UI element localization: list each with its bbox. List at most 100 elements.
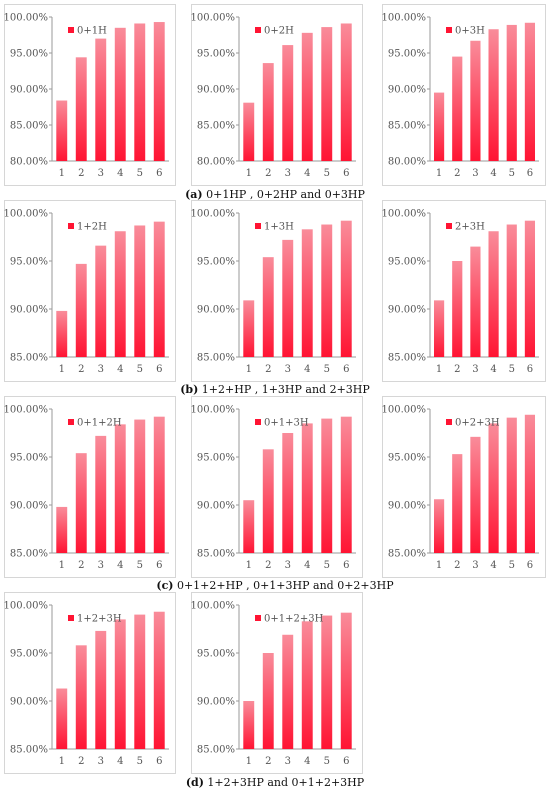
legend-label: 1+2H — [77, 222, 107, 233]
bar-chart: 100.00% 95.00% 90.00% 85.00% 1 2 3 4 5 6 0+1+3H — [191, 405, 356, 571]
x-tick-label: 1 — [59, 168, 65, 179]
x-tick-label: 1 — [246, 168, 252, 179]
y-tick-label: 95.00% — [197, 649, 235, 660]
x-tick-label: 5 — [324, 168, 330, 179]
x-tick-label: 3 — [98, 364, 104, 375]
x-tick-label: 3 — [472, 364, 478, 375]
y-tick-label: 90.00% — [197, 501, 235, 512]
x-tick-label: 2 — [454, 560, 460, 571]
x-tick-label: 5 — [137, 560, 143, 571]
y-tick-label: 90.00% — [10, 697, 48, 708]
bar — [153, 221, 165, 357]
legend-swatch — [255, 615, 261, 621]
y-tick-label: 95.00% — [10, 453, 48, 464]
y-tick-label: 95.00% — [388, 453, 426, 464]
legend-label: 1+3H — [264, 222, 294, 233]
x-tick-label: 3 — [472, 168, 478, 179]
x-tick-label: 4 — [304, 168, 310, 179]
x-tick-label: 4 — [304, 560, 310, 571]
legend-label: 0+1+2H — [77, 418, 122, 429]
caption-text: 1+2+HP , 1+3HP and 2+3HP — [198, 383, 370, 396]
bar — [95, 38, 107, 161]
caption-letter: (c) — [156, 579, 174, 592]
y-tick-label: 95.00% — [10, 649, 48, 660]
legend-swatch — [68, 615, 74, 621]
x-tick-label: 5 — [509, 560, 515, 571]
bar — [321, 224, 333, 357]
x-tick-label: 2 — [454, 168, 460, 179]
bar — [433, 499, 445, 553]
bar — [75, 453, 87, 553]
bar — [301, 32, 313, 162]
caption-text: 0+1HP , 0+2HP and 0+3HP — [202, 188, 365, 201]
bar — [56, 506, 68, 553]
x-tick-label: 4 — [117, 364, 123, 375]
bar — [243, 102, 255, 161]
bar — [340, 416, 352, 553]
legend-label: 0+1+3H — [264, 418, 309, 429]
bar — [262, 449, 274, 553]
bar — [321, 418, 333, 553]
x-tick-label: 4 — [117, 560, 123, 571]
y-tick-label: 95.00% — [197, 257, 235, 268]
y-tick-label: 100.00% — [4, 209, 49, 220]
chart-panel: 100.00% 95.00% 90.00% 85.00% 80.00% 1 2 3 4 5 6 0+2… — [191, 4, 363, 186]
x-tick-label: 2 — [78, 364, 84, 375]
x-tick-label: 6 — [527, 168, 533, 179]
chart-panel: 100.00% 95.00% 90.00% 85.00% 1 2 3 4 5 6 2+3H — [382, 200, 546, 382]
x-tick-label: 2 — [78, 756, 84, 767]
bar — [452, 56, 463, 161]
chart-panel: 100.00% 95.00% 90.00% 85.00% 1 2 3 4 5 6 1+2H — [4, 200, 176, 382]
bar — [340, 220, 352, 357]
y-tick-label: 85.00% — [10, 353, 48, 364]
chart-panel: 100.00% 95.00% 90.00% 85.00% 80.00% 1 2 3 4 5 6 0+3… — [382, 4, 546, 186]
bar — [134, 614, 146, 749]
x-tick-label: 5 — [509, 364, 515, 375]
bar-chart: 100.00% 95.00% 90.00% 85.00% 1 2 3 4 5 6 2+3H — [382, 209, 539, 375]
bar — [282, 634, 294, 749]
bar — [262, 257, 274, 357]
bar — [470, 246, 481, 357]
bar — [470, 40, 481, 162]
y-tick-label: 95.00% — [388, 49, 426, 60]
x-tick-label: 2 — [265, 364, 271, 375]
bar — [56, 688, 68, 749]
bar — [75, 57, 87, 161]
x-tick-label: 6 — [156, 168, 162, 179]
y-tick-label: 95.00% — [10, 49, 48, 60]
y-tick-label: 100.00% — [191, 209, 236, 220]
x-tick-label: 1 — [246, 364, 252, 375]
bar — [95, 630, 107, 749]
legend-label: 0+1H — [77, 26, 107, 37]
x-tick-label: 6 — [343, 364, 349, 375]
y-tick-label: 90.00% — [10, 305, 48, 316]
bar — [488, 29, 499, 161]
bar-chart: 100.00% 95.00% 90.00% 85.00% 80.00% 1 2 3 4 5 6 0+1… — [4, 13, 169, 179]
legend-swatch — [255, 223, 261, 229]
bar — [433, 92, 445, 161]
bar — [153, 22, 165, 161]
y-tick-label: 80.00% — [10, 157, 48, 168]
bar — [114, 27, 126, 161]
caption-c: (c) 0+1+2+HP , 0+1+3HP and 0+2+3HP — [0, 579, 550, 592]
bar — [95, 245, 107, 357]
legend-label: 1+2+3H — [77, 614, 122, 625]
legend-swatch — [446, 27, 452, 33]
y-tick-label: 80.00% — [388, 157, 426, 168]
caption-text: 0+1+2+HP , 0+1+3HP and 0+2+3HP — [173, 579, 394, 592]
y-tick-label: 100.00% — [191, 13, 236, 24]
x-tick-label: 6 — [156, 364, 162, 375]
x-tick-label: 2 — [265, 560, 271, 571]
bar-chart: 100.00% 95.00% 90.00% 85.00% 80.00% 1 2 3 4 5 6 0+3… — [382, 13, 539, 179]
caption-a: (a) 0+1HP , 0+2HP and 0+3HP — [0, 188, 550, 201]
x-tick-label: 5 — [137, 168, 143, 179]
caption-letter: (d) — [185, 776, 204, 789]
y-tick-label: 100.00% — [382, 13, 427, 24]
x-tick-label: 4 — [117, 756, 123, 767]
legend-label: 0+2+3H — [455, 418, 500, 429]
x-tick-label: 2 — [265, 756, 271, 767]
bar — [243, 300, 255, 357]
x-tick-label: 4 — [490, 364, 496, 375]
bar — [282, 45, 294, 161]
y-tick-label: 100.00% — [191, 405, 236, 416]
